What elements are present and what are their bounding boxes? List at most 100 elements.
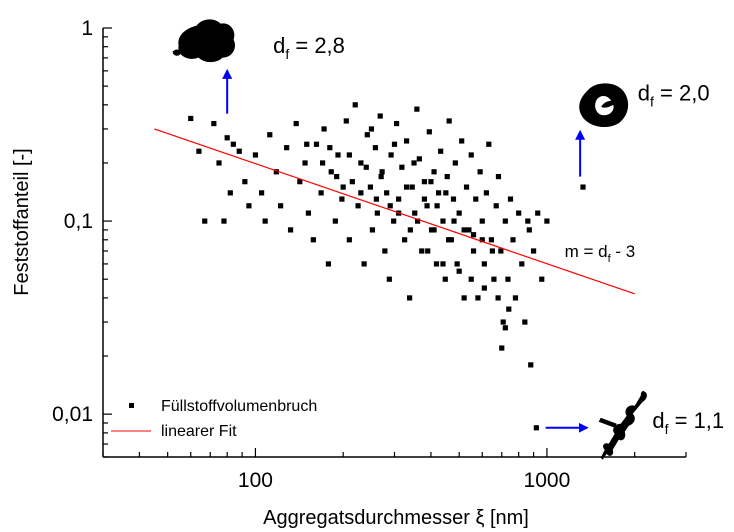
- data-point: [431, 169, 437, 175]
- data-point: [242, 179, 248, 185]
- data-point: [369, 227, 376, 233]
- data-point: [196, 148, 202, 154]
- data-point: [377, 113, 383, 119]
- tick-labels: 0,01 0,1 1 100 1000: [52, 17, 570, 492]
- data-point: [227, 190, 233, 196]
- data-point: [525, 218, 531, 224]
- data-point: [454, 261, 460, 267]
- data-point: [419, 248, 425, 254]
- data-point: [346, 152, 352, 158]
- data-point: [440, 261, 446, 267]
- annotation-label: m = df - 3: [565, 242, 636, 265]
- legend: Füllstoffvolumenbruch linearer Fit: [111, 398, 317, 440]
- data-point: [349, 179, 355, 185]
- annotation-base: m = d: [565, 242, 608, 261]
- annotation-3: df = 1,1: [545, 391, 724, 460]
- data-point: [473, 196, 479, 202]
- data-point: [284, 145, 290, 151]
- data-point: [346, 237, 352, 243]
- annotation-base: d: [638, 81, 650, 106]
- data-point: [211, 120, 217, 127]
- data-point: [407, 227, 413, 233]
- data-point: [358, 160, 364, 166]
- data-point: [361, 261, 367, 267]
- data-point: [403, 184, 410, 190]
- annotation-base: d: [273, 33, 285, 58]
- data-point: [505, 276, 511, 282]
- data-point: [452, 160, 458, 166]
- data-point: [475, 295, 481, 301]
- data-point: [403, 138, 410, 144]
- y-tick-label: 0,1: [64, 210, 93, 233]
- fit-line-group: [154, 128, 635, 295]
- data-point: [463, 184, 470, 190]
- data-point: [466, 227, 472, 233]
- data-point: [486, 141, 492, 147]
- data-point: [450, 196, 457, 202]
- y-tick-label: 0,01: [52, 403, 93, 426]
- compact-aggregate-icon: [172, 19, 235, 63]
- data-point: [305, 210, 312, 216]
- data-point: [216, 160, 222, 166]
- data-point: [402, 237, 408, 243]
- data-point: [246, 203, 252, 209]
- tick-marks: [102, 27, 687, 458]
- data-point: [364, 132, 370, 138]
- data-point: [502, 218, 508, 224]
- data-point: [530, 248, 537, 254]
- data-point: [446, 118, 452, 124]
- data-point: [416, 156, 422, 162]
- data-point: [459, 138, 465, 144]
- data-point: [302, 160, 308, 166]
- data-point: [221, 218, 227, 224]
- annotation-suffix: = 2,8: [289, 33, 345, 58]
- data-point: [340, 184, 346, 190]
- data-point: [493, 203, 499, 209]
- legend-label-fit: linearer Fit: [161, 423, 237, 440]
- data-point: [236, 148, 242, 154]
- scatter-points: [188, 102, 586, 431]
- data-point: [580, 184, 586, 190]
- data-point: [327, 145, 333, 151]
- data-point: [406, 295, 413, 301]
- data-point: [388, 152, 394, 158]
- data-point: [479, 237, 485, 243]
- x-tick-label: 1000: [524, 469, 571, 492]
- data-point: [352, 102, 358, 108]
- data-point: [384, 190, 390, 196]
- data-point: [396, 196, 402, 202]
- data-point: [456, 268, 462, 274]
- data-point: [409, 184, 415, 190]
- data-point: [491, 276, 497, 282]
- annotation-sub: f: [285, 46, 289, 62]
- data-point: [438, 148, 444, 154]
- data-point: [230, 141, 236, 147]
- data-point: [224, 135, 230, 141]
- data-point: [287, 227, 294, 233]
- data-point: [424, 203, 430, 209]
- data-point: [448, 237, 454, 243]
- data-point: [489, 248, 495, 254]
- ring-aggregate-icon: [579, 83, 629, 127]
- data-point: [379, 169, 385, 175]
- data-point: [399, 164, 405, 170]
- data-point: [252, 152, 259, 158]
- data-point: [510, 237, 516, 243]
- data-point: [368, 126, 375, 132]
- data-point: [414, 106, 420, 112]
- data-point: [442, 276, 448, 282]
- data-point: [470, 248, 477, 254]
- data-point: [426, 129, 432, 135]
- data-point: [378, 173, 384, 180]
- data-point: [519, 261, 525, 267]
- data-point: [431, 227, 437, 233]
- annotation-1: df = 2,0: [575, 81, 710, 177]
- data-point: [297, 179, 303, 185]
- data-point: [414, 218, 421, 224]
- data-point: [293, 120, 299, 127]
- data-point: [358, 190, 364, 196]
- data-point: [332, 218, 338, 224]
- data-point: [499, 345, 505, 351]
- data-point: [528, 362, 534, 368]
